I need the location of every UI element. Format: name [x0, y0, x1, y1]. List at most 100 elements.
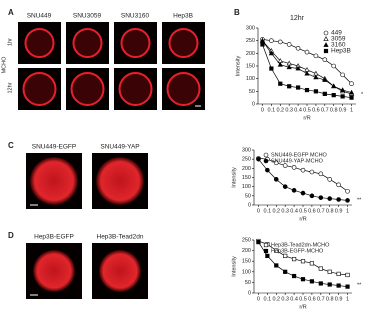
marker — [313, 74, 319, 80]
marker — [331, 63, 337, 69]
y-tick-label: 250 — [242, 157, 251, 163]
x-tick-label: 0.3 — [281, 296, 289, 302]
x-tick-label: 0.6 — [308, 208, 316, 214]
column-label: SNU3160 — [121, 13, 150, 20]
marker — [269, 66, 274, 71]
marker — [283, 253, 288, 259]
column-label: SNU449 — [27, 13, 52, 20]
marker — [348, 89, 355, 95]
marker — [327, 282, 332, 287]
marker — [286, 42, 292, 47]
x-tick-label: 0.4 — [294, 107, 302, 113]
marker — [300, 167, 306, 173]
marker — [323, 48, 329, 54]
x-tick-label: 0.7 — [317, 208, 325, 214]
marker — [300, 259, 306, 264]
x-tick-label: 0.7 — [317, 296, 325, 302]
x-tick-label: 1 — [346, 296, 349, 302]
marker — [282, 184, 288, 189]
x-tick-label: 0.9 — [339, 107, 347, 113]
cell — [168, 28, 199, 58]
marker — [309, 261, 315, 266]
legend-label: Hep3B-Tead2dn-MCHO — [271, 242, 330, 248]
marker — [295, 45, 301, 51]
marker — [345, 272, 350, 278]
row-group-label: MCHO — [1, 56, 7, 74]
marker — [304, 49, 310, 55]
marker — [309, 193, 315, 199]
x-tick-label: 0 — [261, 107, 264, 113]
marker — [323, 42, 329, 47]
marker — [274, 248, 279, 253]
marker — [336, 271, 341, 277]
cell — [70, 72, 105, 106]
marker — [331, 93, 336, 98]
legend-label: Hep3B — [331, 48, 351, 55]
x-axis-label: r/R — [303, 115, 310, 121]
x-tick-label: 0.4 — [290, 208, 298, 214]
column-label: Hep3B-Tead2dn — [97, 234, 144, 241]
cell — [166, 72, 201, 106]
annotation: ** — [357, 197, 362, 203]
x-tick-label: 0.7 — [321, 107, 329, 113]
y-tick-label: 0 — [248, 290, 251, 296]
marker — [304, 70, 310, 76]
column-label: SNU3059 — [73, 13, 102, 20]
x-tick-label: 0.8 — [326, 296, 334, 302]
marker — [277, 39, 283, 45]
marker — [323, 30, 329, 36]
marker — [309, 279, 315, 284]
panel-label: A — [8, 8, 14, 17]
x-tick-label: 0.8 — [330, 107, 338, 113]
x-tick-label: 0.6 — [312, 107, 320, 113]
marker — [273, 177, 279, 182]
marker — [318, 266, 323, 271]
x-tick-label: 0.2 — [276, 107, 284, 113]
x-tick-label: 0.6 — [308, 296, 316, 302]
cell — [30, 157, 78, 205]
marker — [263, 248, 269, 254]
marker — [322, 57, 328, 62]
cell — [22, 72, 57, 106]
x-tick-label: 0 — [257, 296, 260, 302]
marker — [263, 152, 269, 158]
legend-label: 3160 — [331, 42, 346, 49]
panel-label: B — [234, 8, 240, 17]
y-axis-label: Intensity — [235, 56, 241, 77]
x-tick-label: 0.4 — [290, 296, 298, 302]
marker — [309, 169, 315, 175]
marker — [269, 38, 274, 43]
marker — [277, 61, 283, 67]
cell — [96, 157, 144, 205]
chart-title: 12hr — [290, 15, 305, 22]
x-tick-label: 0.5 — [299, 296, 307, 302]
marker — [283, 269, 288, 274]
column-label: SNU449-EGFP — [32, 144, 76, 151]
cell — [72, 28, 103, 58]
marker — [295, 85, 301, 90]
x-tick-label: 1 — [350, 107, 353, 113]
marker — [278, 81, 283, 86]
column-label: Hep3B-EGFP — [34, 234, 74, 241]
cell — [118, 72, 153, 106]
marker — [345, 198, 350, 203]
marker — [345, 188, 350, 194]
x-tick-label: 0 — [257, 208, 260, 214]
marker — [268, 50, 274, 56]
y-tick-label: 150 — [242, 259, 251, 265]
legend-label: Hep3B-EGFP-MCHO — [271, 248, 324, 254]
x-tick-label: 0.1 — [264, 208, 272, 214]
y-tick-label: 250 — [246, 38, 255, 44]
cell — [99, 250, 141, 292]
marker — [340, 94, 345, 99]
x-tick-label: 0.5 — [303, 107, 311, 113]
marker — [313, 89, 319, 94]
x-tick-label: 0.9 — [335, 208, 343, 214]
y-tick-label: 300 — [242, 147, 251, 153]
y-tick-label: 150 — [242, 175, 251, 181]
y-tick-label: 200 — [242, 166, 251, 172]
legend-label: SNU449-YAP-MCHO — [271, 158, 324, 164]
x-axis-label: r/R — [299, 216, 306, 222]
